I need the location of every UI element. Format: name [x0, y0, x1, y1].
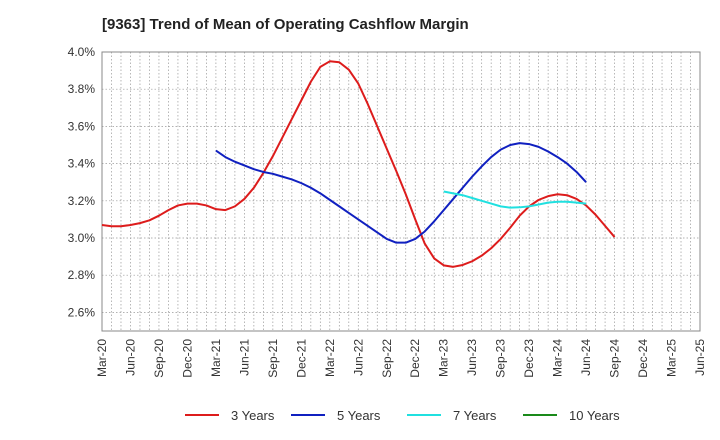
y-tick-label: 3.8%: [68, 82, 96, 96]
x-tick-label: Dec-23: [522, 339, 536, 378]
x-tick-label: Mar-20: [95, 339, 109, 377]
x-tick-label: Mar-21: [209, 339, 223, 377]
legend-item-5-years: 5 Years: [291, 404, 380, 426]
x-tick-label: Jun-22: [351, 339, 365, 376]
y-tick-label: 3.0%: [68, 231, 96, 245]
x-tick-label: Jun-21: [237, 339, 251, 376]
legend-swatch-5-years: [291, 414, 325, 416]
x-tick-label: Sep-24: [608, 339, 622, 378]
x-tick-label: Jun-25: [693, 339, 707, 376]
x-tick-label: Jun-24: [579, 339, 593, 376]
legend-swatch-10-years: [523, 414, 557, 416]
x-tick-label: Dec-24: [636, 339, 650, 378]
x-tick-label: Sep-20: [152, 339, 166, 378]
x-tick-label: Mar-24: [551, 339, 565, 377]
x-tick-label: Sep-23: [494, 339, 508, 378]
x-tick-label: Jun-20: [123, 339, 137, 376]
legend: 3 Years 5 Years 7 Years 10 Years: [0, 404, 720, 426]
y-tick-label: 4.0%: [68, 45, 96, 59]
legend-swatch-7-years: [407, 414, 441, 416]
series-line-7-years: [443, 190, 587, 209]
plot-area: [101, 51, 701, 332]
y-tick-label: 2.6%: [68, 305, 96, 319]
y-tick-label: 3.6%: [68, 119, 96, 133]
x-tick-label: Mar-22: [323, 339, 337, 377]
legend-label-5-years: 5 Years: [337, 407, 381, 423]
legend-label-3-years: 3 Years: [231, 407, 275, 423]
legend-item-10-years: 10 Years: [523, 404, 620, 426]
legend-label-10-years: 10 Years: [569, 407, 620, 423]
chart-grid: [102, 52, 700, 331]
legend-swatch-3-years: [185, 414, 219, 416]
y-tick-label: 3.4%: [68, 157, 96, 171]
legend-item-7-years: 7 Years: [407, 404, 496, 426]
x-tick-label: Dec-21: [294, 339, 308, 378]
y-axis: 2.6% 2.8% 3.0% 3.2% 3.4% 3.6% 3.8% 4.0%: [68, 45, 96, 319]
x-tick-label: Dec-20: [180, 339, 194, 378]
x-tick-label: Sep-22: [380, 339, 394, 378]
y-tick-label: 2.8%: [68, 268, 96, 282]
series-line-5-years: [215, 142, 587, 244]
x-tick-label: Mar-25: [665, 339, 679, 377]
series-lines: [101, 60, 616, 268]
chart-title: [9363] Trend of Mean of Operating Cashfl…: [102, 16, 469, 33]
x-tick-label: Jun-23: [465, 339, 479, 376]
legend-item-3-years: 3 Years: [185, 404, 274, 426]
legend-label-7-years: 7 Years: [453, 407, 497, 423]
x-tick-label: Mar-23: [437, 339, 451, 377]
x-tick-label: Sep-21: [266, 339, 280, 378]
y-tick-label: 3.2%: [68, 194, 96, 208]
x-tick-label: Dec-22: [408, 339, 422, 378]
x-axis: Mar-20 Jun-20 Sep-20 Dec-20 Mar-21 Jun-21 Sep-…: [95, 339, 707, 378]
